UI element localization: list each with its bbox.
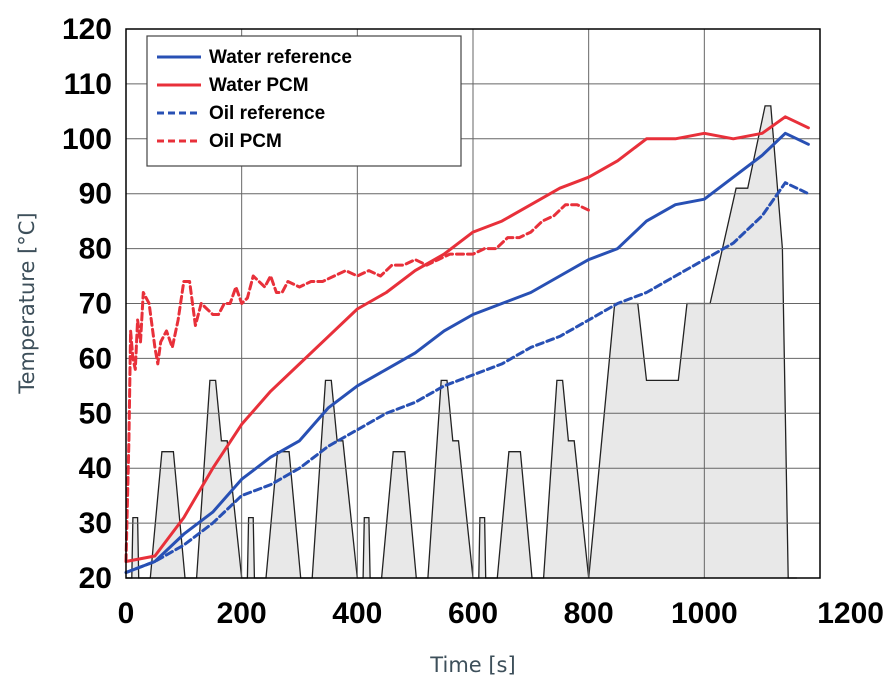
series-group: [124, 115, 810, 574]
series-line-oil-pcm: [124, 203, 591, 563]
legend: Water reference Water PCM Oil reference Oil…: [146, 35, 462, 167]
y-axis-label: Temperature [°C]: [15, 212, 39, 394]
y-tick-label: 70: [79, 288, 112, 321]
x-axis-label: Time [s]: [429, 653, 515, 677]
plot-frame: [125, 28, 821, 579]
y-tick-labels: 20 30 40 50 60 70 80 90 100 110 120: [62, 13, 112, 595]
y-tick-label: 60: [79, 342, 112, 375]
y-tick-label: 90: [79, 178, 112, 211]
y-tick-label: 100: [62, 123, 112, 156]
x-tick-label: 800: [564, 597, 614, 630]
y-tick-label: 50: [79, 397, 112, 430]
y-tick-label: 40: [79, 452, 112, 485]
x-tick-label: 200: [217, 597, 267, 630]
x-tick-label: 1000: [671, 597, 738, 630]
x-tick-labels: 0 200 400 600 800 1000 1200: [118, 597, 884, 630]
y-tick-label: 110: [64, 68, 112, 101]
x-tick-label: 400: [332, 597, 382, 630]
speed-profile-fill: [126, 105, 797, 579]
y-tick-label: 120: [62, 13, 112, 46]
x-tick-label: 600: [448, 597, 498, 630]
y-tick-label: 30: [79, 507, 112, 540]
series-line-water-reference: [124, 131, 810, 574]
series-line-water-pcm: [124, 115, 810, 563]
y-tick-label: 20: [79, 562, 112, 595]
series-line-oil-reference: [124, 181, 810, 574]
legend-label: Oil reference: [209, 103, 325, 124]
x-tick-label: 0: [118, 597, 135, 630]
y-tick-label: 80: [79, 233, 112, 266]
legend-label: Oil PCM: [209, 131, 282, 152]
x-tick-label: 1200: [817, 597, 884, 630]
legend-label: Water PCM: [209, 75, 309, 96]
legend-label: Water reference: [209, 47, 352, 68]
